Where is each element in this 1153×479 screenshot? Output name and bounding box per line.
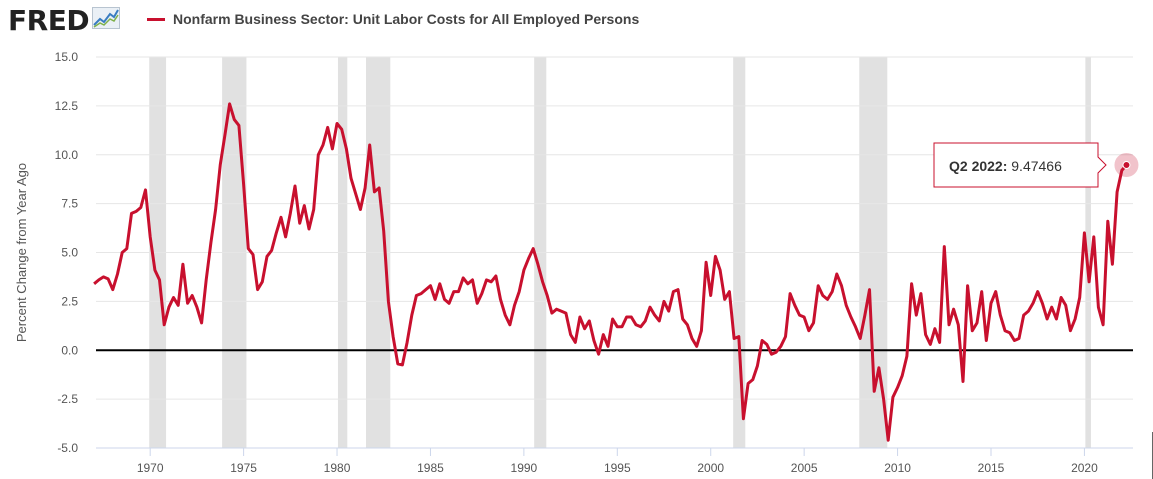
y-axis-title: Percent Change from Year Ago bbox=[14, 163, 29, 342]
y-axis-ticks: -5.0 -2.5 0.0 2.5 5.0 7.5 10.0 12.5 15.0 bbox=[55, 50, 79, 455]
y-tick-label: 12.5 bbox=[55, 99, 79, 113]
x-tick-label: 2010 bbox=[884, 461, 911, 475]
legend[interactable]: Nonfarm Business Sector: Unit Labor Cost… bbox=[147, 11, 639, 27]
y-tick-label: 10.0 bbox=[55, 148, 79, 162]
x-tick-label: 2000 bbox=[697, 461, 724, 475]
legend-swatch bbox=[147, 17, 165, 21]
tooltip-text: Q2 2022: 9.47466 bbox=[949, 158, 1062, 174]
y-tick-label: -2.5 bbox=[57, 392, 78, 406]
x-axis-ticks: 1970 1975 1980 1985 1990 1995 2000 2005 2010 2015… bbox=[96, 447, 1133, 475]
hover-point bbox=[1122, 161, 1131, 170]
tooltip-label: Q2 2022: bbox=[949, 158, 1007, 174]
x-tick-label: 1985 bbox=[417, 461, 444, 475]
x-tick-label: 1990 bbox=[511, 461, 538, 475]
y-tick-label: 15.0 bbox=[55, 50, 79, 64]
fred-logo[interactable]: FRED bbox=[8, 2, 121, 38]
x-tick-label: 1975 bbox=[230, 461, 257, 475]
x-tick-label: 2005 bbox=[791, 461, 818, 475]
y-tick-label: 0.0 bbox=[61, 343, 78, 357]
x-tick-label: 2015 bbox=[978, 461, 1005, 475]
y-tick-label: 5.0 bbox=[61, 246, 78, 260]
tooltip-value: 9.47466 bbox=[1007, 158, 1062, 174]
y-tick-label: -5.0 bbox=[57, 441, 78, 455]
tooltip: Q2 2022: 9.47466 bbox=[933, 142, 1139, 188]
y-tick-label: 7.5 bbox=[61, 197, 78, 211]
y-tick-label: 2.5 bbox=[61, 294, 78, 308]
x-tick-label: 1980 bbox=[324, 461, 351, 475]
trend-chart-icon bbox=[92, 6, 121, 34]
x-tick-label: 1995 bbox=[604, 461, 631, 475]
x-tick-label: 2020 bbox=[1071, 461, 1098, 475]
series-line[interactable] bbox=[93, 102, 1128, 442]
tooltip-box bbox=[933, 142, 1107, 188]
fred-logo-text: FRED bbox=[8, 3, 90, 37]
line-chart[interactable]: -5.0-2.50.02.55.07.510.012.515.0 1970 197… bbox=[0, 42, 1153, 479]
legend-series-name: Nonfarm Business Sector: Unit Labor Cost… bbox=[173, 11, 640, 27]
x-tick-label: 1970 bbox=[137, 461, 164, 475]
chart-header: FRED Nonfarm Business Sector: Unit Labor… bbox=[0, 0, 1153, 42]
